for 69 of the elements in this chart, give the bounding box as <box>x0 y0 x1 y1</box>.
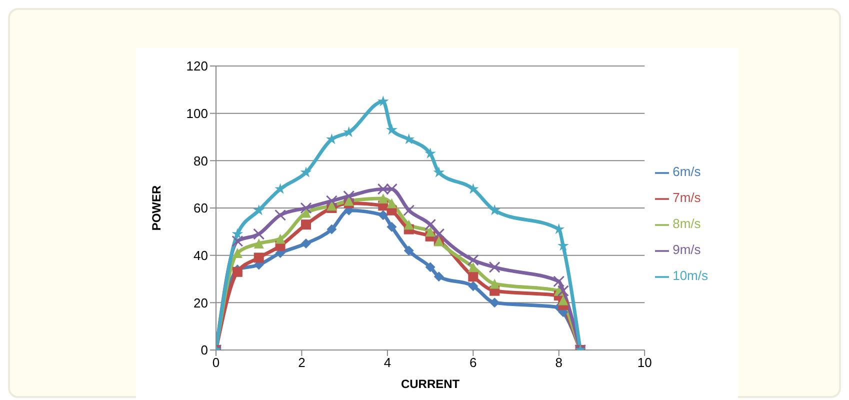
point <box>253 228 265 240</box>
point <box>232 248 242 258</box>
y-tick-label: 0 <box>200 342 208 358</box>
y-tick-label: 120 <box>186 58 208 74</box>
point <box>488 261 500 273</box>
point <box>425 226 436 237</box>
legend-label: 9m/s <box>672 242 701 257</box>
point <box>386 198 397 208</box>
point <box>344 196 354 206</box>
x-tick-label: 0 <box>212 355 220 370</box>
legend-label: 6m/s <box>672 164 701 179</box>
x-tick-label: 4 <box>384 355 392 370</box>
point <box>386 222 397 232</box>
point <box>301 220 312 230</box>
point <box>404 220 414 230</box>
x-tick-label: 6 <box>470 355 477 370</box>
legend-label: 7m/s <box>672 190 701 205</box>
point <box>490 298 500 308</box>
point <box>326 224 337 234</box>
point <box>386 124 398 135</box>
point <box>377 96 389 106</box>
y-tick-label: 80 <box>194 153 208 168</box>
point <box>433 228 445 240</box>
point <box>557 285 569 297</box>
point <box>490 278 500 289</box>
legend-label: 10m/s <box>672 268 708 283</box>
point <box>404 246 414 256</box>
point <box>254 238 264 248</box>
y-tick-label: 40 <box>194 248 208 263</box>
point <box>468 272 478 282</box>
point <box>378 194 388 204</box>
x-tick-label: 10 <box>637 355 652 370</box>
y-tick-label: 60 <box>194 200 208 216</box>
point <box>232 228 244 239</box>
x-tick-label: 2 <box>298 355 306 370</box>
point <box>434 272 444 282</box>
point <box>424 148 436 158</box>
point <box>326 195 338 207</box>
y-tick-label: 20 <box>194 295 208 310</box>
point <box>326 200 337 211</box>
point <box>424 218 436 230</box>
x-tick-label: 8 <box>555 355 562 370</box>
point <box>403 204 415 216</box>
point <box>343 190 355 202</box>
point <box>253 204 265 216</box>
point <box>425 262 436 272</box>
point <box>300 166 312 178</box>
point <box>343 126 355 138</box>
point <box>254 252 264 263</box>
point <box>558 295 568 306</box>
point <box>468 262 478 272</box>
point <box>488 204 500 216</box>
x-axis-title: CURRENT <box>400 377 460 391</box>
point <box>467 183 479 194</box>
point <box>300 202 312 214</box>
point <box>378 210 388 220</box>
legend-label: 8m/s <box>672 216 701 231</box>
point <box>274 183 286 194</box>
y-axis-title: POWER <box>149 185 164 231</box>
point <box>433 166 445 178</box>
point <box>468 281 478 292</box>
point <box>275 234 286 244</box>
point <box>301 208 312 218</box>
point <box>232 235 244 247</box>
point <box>553 276 565 288</box>
point <box>467 254 479 266</box>
point <box>274 209 286 221</box>
y-tick-label: 100 <box>186 106 208 121</box>
point <box>301 238 312 248</box>
